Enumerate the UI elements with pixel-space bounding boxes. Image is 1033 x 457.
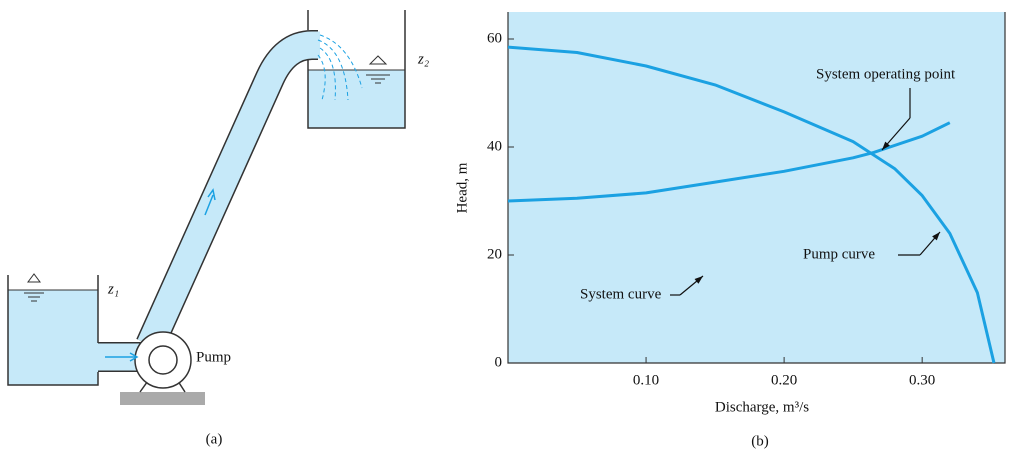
lower-tank <box>7 275 99 386</box>
plot-area <box>508 12 1005 363</box>
x-tick-label: 0.30 <box>909 372 935 388</box>
y-tick-label: 20 <box>487 246 502 262</box>
curve <box>507 121 951 203</box>
curve <box>507 45 996 364</box>
pump-diagram: z₁ z₂ Pump (a) <box>7 10 429 447</box>
annotation: System curve <box>580 286 662 302</box>
pump-impeller <box>148 345 178 375</box>
y-tick-label: 60 <box>487 30 502 46</box>
upper-water <box>308 70 405 128</box>
callout-arrowhead <box>882 141 890 150</box>
delivery-pipe <box>137 31 320 351</box>
axes <box>507 12 1006 364</box>
lower-water <box>8 290 98 385</box>
z2-label: z₂ <box>417 51 429 67</box>
upper-tank <box>307 10 406 129</box>
pump-label: Pump <box>196 349 231 365</box>
y-tick-label: 40 <box>487 138 502 154</box>
callout-arrowhead <box>694 276 703 284</box>
annotation: Pump curve <box>803 246 875 262</box>
y-tick-label: 0 <box>495 354 503 370</box>
annotation: System operating point <box>816 66 956 82</box>
water-jet <box>317 34 363 101</box>
level-symbol <box>24 273 44 302</box>
x-tick-label: 0.20 <box>771 372 797 388</box>
x-axis-label: Discharge, m³/s <box>715 399 809 415</box>
callout-arrowhead <box>932 232 940 241</box>
caption: (b) <box>751 433 769 449</box>
level-symbol <box>366 55 390 84</box>
z1-label: z₁ <box>107 281 119 297</box>
x-tick-label: 0.10 <box>633 372 659 388</box>
pump-base <box>120 392 205 405</box>
flow-arrow <box>105 188 216 362</box>
y-axis-label: Head, m <box>454 162 470 213</box>
caption: (a) <box>206 431 223 447</box>
